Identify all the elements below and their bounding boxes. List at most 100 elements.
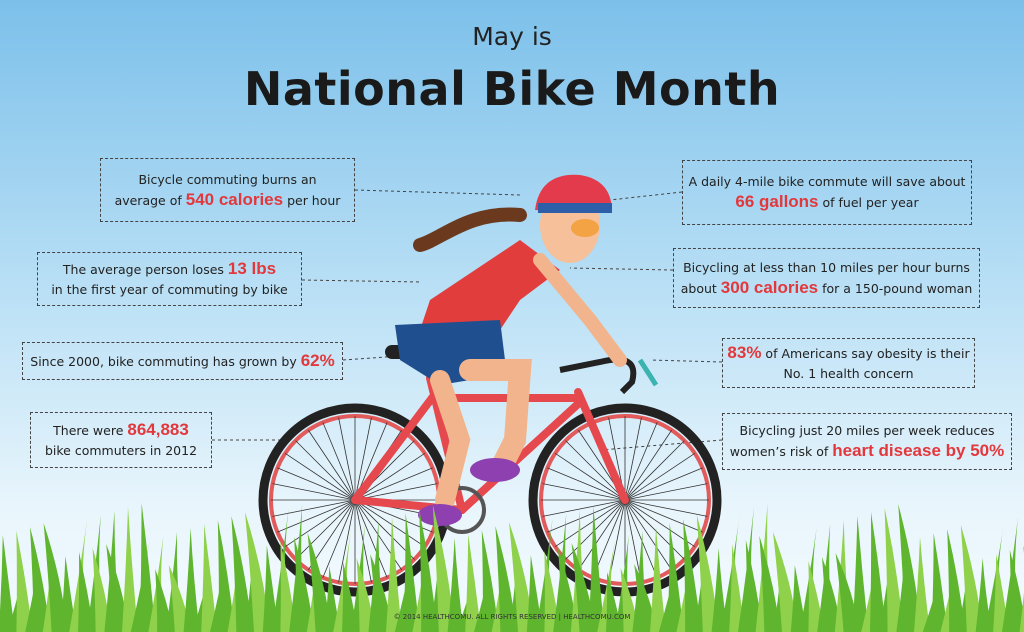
spoke — [624, 499, 708, 517]
title: National Bike Month — [243, 62, 781, 116]
fact-text: women’s risk of — [729, 444, 833, 459]
spoke — [307, 499, 356, 571]
grass-blade — [386, 517, 402, 632]
fact-text: There were — [53, 422, 128, 438]
grass-blade — [403, 513, 420, 632]
spoke — [322, 422, 356, 501]
grass-blade — [217, 520, 235, 632]
fact-box: 83% of Americans say obesity is their No.… — [722, 338, 975, 388]
grass-blade — [914, 537, 930, 632]
fact-text: bike commuters in 2012 — [44, 442, 198, 458]
grass-blade — [0, 535, 15, 632]
spoke — [547, 467, 626, 501]
fact-line: Bicycling at less than 10 miles per hour… — [683, 258, 970, 278]
fact-line: 66 gallons of fuel per year — [735, 192, 918, 213]
kicker: May is — [472, 22, 552, 51]
spoke — [284, 499, 356, 548]
fact-text: Since 2000, bike commuting has grown by — [30, 353, 301, 369]
grass-blade — [870, 512, 886, 632]
fact-line: The average person loses 13 lbs — [63, 259, 276, 280]
spoke — [624, 499, 685, 560]
fact-highlight: 62% — [300, 350, 335, 370]
spoke — [542, 499, 626, 517]
spoke — [577, 499, 626, 571]
spoke — [295, 440, 356, 501]
grass-blade — [884, 508, 904, 632]
fact-text: of Americans say obesity is their — [761, 345, 970, 361]
grass-blade — [960, 525, 983, 632]
spoke — [272, 483, 356, 501]
grass-blade — [465, 534, 482, 632]
spoke — [554, 499, 626, 548]
spoke — [624, 429, 673, 501]
spoke — [322, 499, 356, 578]
grass-blade — [711, 548, 728, 632]
fact-highlight: 540 calories — [185, 189, 284, 209]
grass-blade — [509, 522, 534, 632]
grass-blade — [1019, 592, 1024, 632]
fact-text: Bicycling just 20 miles per week reduces — [739, 423, 995, 438]
fact-line: Since 2000, bike commuting has grown by … — [30, 351, 334, 372]
fact-box: Bicycling at less than 10 miles per hour… — [673, 248, 980, 308]
fact-highlight: 66 gallons — [735, 192, 819, 211]
spoke — [624, 499, 658, 578]
fact-text: average of — [114, 192, 186, 208]
fact-line: Bicycle commuting burns an — [138, 170, 316, 190]
grass — [0, 503, 1024, 632]
fact-text: per hour — [283, 192, 341, 208]
fact-line: 83% of Americans say obesity is their — [727, 343, 969, 364]
grass-blade — [16, 531, 33, 632]
spoke — [277, 499, 356, 533]
fact-line: average of 540 calories per hour — [115, 190, 341, 211]
fact-text: in the first year of commuting by bike — [51, 281, 288, 297]
grass-blade — [139, 503, 156, 632]
grass-blade — [183, 528, 200, 632]
fact-line: Bicycling just 20 miles per week reduces — [740, 421, 995, 441]
fact-highlight: 13 lbs — [227, 258, 277, 278]
fact-line: about 300 calories for a 150-pound woman — [681, 278, 973, 299]
fact-line: There were 864,883 — [53, 420, 189, 441]
spoke — [354, 417, 372, 501]
spoke — [542, 483, 626, 501]
fact-text: Bicycle commuting burns an — [138, 171, 317, 187]
spoke — [338, 417, 356, 501]
grass-blade — [852, 516, 869, 632]
fact-highlight: 864,883 — [127, 419, 189, 439]
fact-line: in the first year of commuting by bike — [51, 280, 287, 300]
grass-blade — [931, 533, 948, 632]
fact-box: Bicycle commuting burns an average of 540… — [100, 158, 355, 222]
spoke — [354, 499, 426, 548]
grass-blade — [773, 532, 798, 632]
fact-highlight: 83% — [727, 342, 762, 362]
fact-highlight: 300 calories — [720, 277, 819, 297]
spoke — [624, 422, 658, 501]
spoke — [277, 467, 356, 501]
fact-box: Since 2000, bike commuting has grown by … — [22, 342, 343, 380]
spoke — [624, 499, 703, 533]
fact-highlight: heart disease by 50% — [832, 441, 1005, 460]
grass-blade — [30, 527, 50, 632]
spoke — [624, 467, 703, 501]
grass-blade — [696, 515, 719, 632]
fact-line: A daily 4-mile bike commute will save ab… — [689, 172, 966, 192]
spoke — [284, 452, 356, 501]
spoke — [272, 499, 356, 517]
fact-box: There were 864,883 bike commuters in 2012 — [30, 412, 212, 468]
spoke — [624, 499, 673, 571]
rider — [395, 174, 627, 526]
grass-blade — [432, 505, 455, 632]
fact-line: women’s risk of heart disease by 50% — [730, 441, 1004, 462]
fact-box: A daily 4-mile bike commute will save ab… — [682, 160, 972, 225]
grass-blade — [759, 536, 781, 632]
grass-blade — [201, 524, 218, 632]
fact-text: A daily 4-mile bike commute will save ab… — [688, 174, 966, 189]
spoke — [338, 499, 356, 583]
spoke — [565, 440, 626, 501]
fact-text: The average person loses — [62, 261, 228, 277]
spoke — [624, 452, 696, 501]
grass-blade — [122, 507, 138, 632]
grass-blade — [495, 526, 517, 632]
footer: © 2014 HEALTHCOMU. ALL RIGHTS RESERVED |… — [393, 613, 631, 621]
